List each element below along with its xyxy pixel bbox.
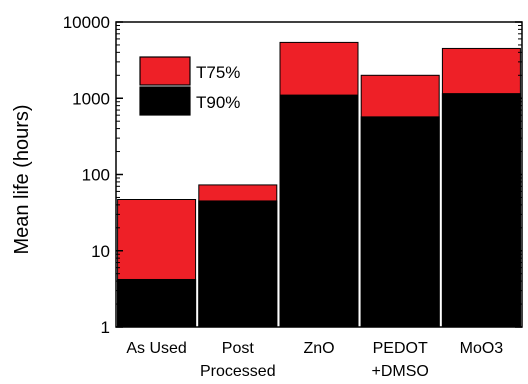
y-tick-label-4: 10000 <box>63 13 110 32</box>
legend-label-0: T75% <box>196 63 240 82</box>
legend-label-1: T90% <box>196 93 240 112</box>
x-category-label-4: MoO3 <box>460 340 504 357</box>
bar-t90pct-4 <box>441 93 521 328</box>
x-category-label-0: As Used <box>126 340 186 357</box>
y-tick-label-0: 1 <box>101 318 110 337</box>
y-tick-label-3: 1000 <box>72 89 110 108</box>
legend: T75% T90% <box>139 56 240 116</box>
x-category-label-3: PEDOT +DMSO <box>372 340 429 380</box>
x-category-label-1: Post Processed <box>200 340 276 380</box>
x-category-label-2: ZnO <box>303 340 334 357</box>
bar-t90pct-1 <box>198 200 278 328</box>
y-tick-label-2: 100 <box>82 166 110 185</box>
y-axis-title: Mean life (hours) <box>11 104 33 254</box>
bar-t90pct-3 <box>360 116 440 328</box>
legend-swatch-1 <box>139 86 191 116</box>
x-axis: As Used Post Processed ZnO PEDOT +DMSO MoO3 <box>126 321 503 380</box>
y-tick-label-1: 10 <box>91 242 110 261</box>
bar-t90pct-0 <box>117 278 197 328</box>
bar-t90pct-2 <box>279 94 359 328</box>
legend-swatch-0 <box>139 56 191 86</box>
y-axis: 1 10 100 1000 10000 <box>63 13 522 337</box>
bars-layer <box>117 41 521 328</box>
